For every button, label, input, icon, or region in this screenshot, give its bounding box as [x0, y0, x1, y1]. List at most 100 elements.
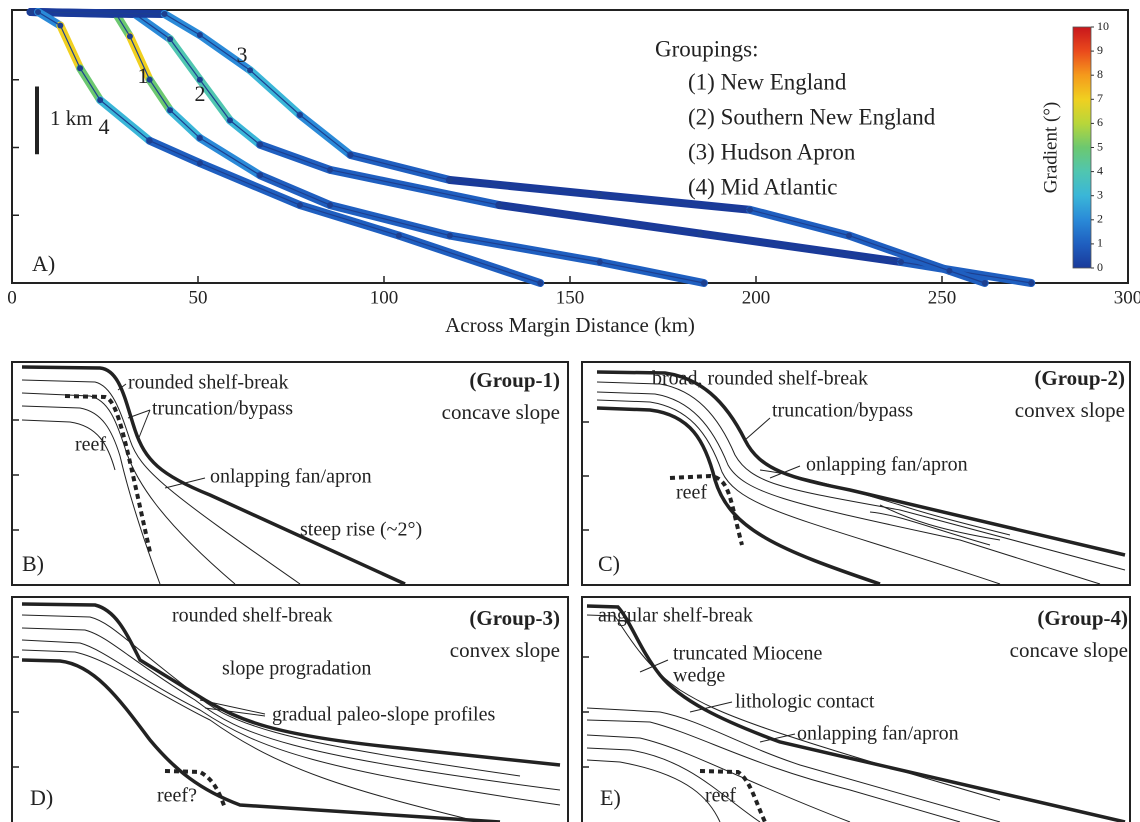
profile-point: [846, 233, 852, 239]
annotation: reef?: [157, 785, 197, 807]
reef-outline: [65, 396, 150, 552]
profile-point: [127, 33, 133, 39]
annotation: steep rise (~2°): [300, 519, 422, 541]
annotation: lithologic contact: [735, 691, 875, 713]
scale-bar-label: 1 km: [50, 106, 93, 130]
profile-point: [496, 202, 502, 208]
profile-point: [597, 192, 603, 198]
colorbar-label: Gradient (°): [1040, 102, 1061, 193]
profile-point: [348, 152, 354, 158]
annotation: onlapping fan/apron: [806, 454, 968, 476]
annotation: onlapping fan/apron: [797, 723, 959, 745]
slope-type: convex slope: [450, 638, 560, 662]
annotation: truncation/bypass: [152, 398, 293, 420]
seafloor-profile: [597, 408, 880, 584]
panel-label: D): [30, 785, 53, 810]
horizon-line: [597, 400, 1000, 584]
legend-title: Groupings:: [655, 36, 759, 61]
page: {"chart_data": { "type": "line", "panel_…: [0, 0, 1140, 822]
profile-point: [1028, 280, 1034, 286]
annotation: wedge: [673, 665, 725, 687]
x-tick-label: 50: [189, 287, 208, 308]
profile-point: [396, 233, 402, 239]
legend-entry: (2) Southern New England: [688, 104, 936, 129]
x-tick-label: 100: [370, 287, 399, 308]
annotation: rounded shelf-break: [172, 605, 333, 627]
x-tick-label: 200: [742, 287, 771, 308]
profile-point: [747, 207, 753, 213]
group-title: (Group-4): [1037, 606, 1128, 630]
profile-point: [28, 9, 34, 15]
legend-entry: (4) Mid Atlantic: [688, 174, 837, 199]
profile-point: [297, 112, 303, 118]
colorbar-tick-label: 2: [1097, 212, 1103, 226]
profile-point: [167, 107, 173, 113]
profile-point: [77, 65, 83, 71]
annotation: rounded shelf-break: [128, 372, 289, 394]
group-title: (Group-3): [469, 606, 560, 630]
colorbar-tick-label: 10: [1097, 19, 1109, 33]
series-label: 4: [99, 114, 110, 139]
profile-line: [31, 12, 1032, 283]
profile-point: [162, 11, 168, 17]
profile-line: [31, 12, 704, 283]
x-tick-label: 300: [1114, 287, 1140, 308]
colorbar-tick-label: 8: [1097, 67, 1103, 81]
x-tick-label: 0: [7, 287, 17, 308]
colorbar-tick-label: 3: [1097, 187, 1103, 201]
series-label: 1: [138, 63, 149, 88]
figure: 050100150200250300Across Margin Distance…: [0, 0, 1140, 822]
profile-point: [197, 160, 203, 166]
profile-point: [697, 231, 703, 237]
profile-point: [197, 135, 203, 141]
horizon-line: [138, 410, 150, 440]
colorbar-tick-label: 9: [1097, 43, 1103, 57]
profile-point: [147, 138, 153, 144]
profile-point: [447, 177, 453, 183]
profile-point: [982, 280, 988, 286]
horizon-line: [870, 512, 990, 545]
profile-point: [327, 167, 333, 173]
group-title: (Group-2): [1034, 366, 1125, 390]
profile-point: [898, 259, 904, 265]
profile-point: [227, 117, 233, 123]
panel-label: E): [600, 785, 621, 810]
annotation: angular shelf-break: [598, 605, 753, 627]
colorbar-tick-label: 0: [1097, 260, 1103, 274]
slope-type: concave slope: [442, 400, 560, 424]
profile-point: [701, 280, 707, 286]
legend-entry: (1) New England: [688, 69, 847, 94]
annotation: broad, rounded shelf-break: [652, 368, 868, 390]
x-tick-label: 150: [556, 287, 585, 308]
profile-point: [946, 268, 952, 274]
annotation: truncated Miocene: [673, 643, 822, 665]
profile-point: [97, 97, 103, 103]
seafloor-profile: [22, 660, 500, 822]
annotation: reef: [705, 785, 736, 807]
colorbar-tick-label: 1: [1097, 236, 1103, 250]
series-label: 3: [237, 42, 248, 67]
group-title: (Group-1): [469, 368, 560, 392]
profile-point: [327, 202, 333, 208]
profile-point: [57, 23, 63, 29]
profile-point: [35, 9, 41, 15]
panel-label: A): [32, 251, 55, 276]
colorbar-tick-label: 7: [1097, 91, 1103, 105]
profile-point: [247, 67, 253, 73]
series-label: 2: [195, 81, 206, 106]
x-tick-label: 250: [928, 287, 957, 308]
colorbar-tick-label: 4: [1097, 163, 1103, 177]
profile-point: [257, 142, 263, 148]
annotation: reef: [676, 482, 707, 504]
colorbar: [1073, 27, 1091, 268]
slope-type: concave slope: [1010, 638, 1128, 662]
horizon-line: [745, 418, 770, 440]
profile-point: [297, 202, 303, 208]
profile-line: [38, 12, 540, 283]
profile-point: [597, 259, 603, 265]
colorbar-tick-label: 5: [1097, 139, 1103, 153]
colorbar-tick-label: 6: [1097, 115, 1103, 129]
annotation: onlapping fan/apron: [210, 466, 372, 488]
annotation: gradual paleo-slope profiles: [272, 704, 495, 726]
annotation: truncation/bypass: [772, 400, 913, 422]
